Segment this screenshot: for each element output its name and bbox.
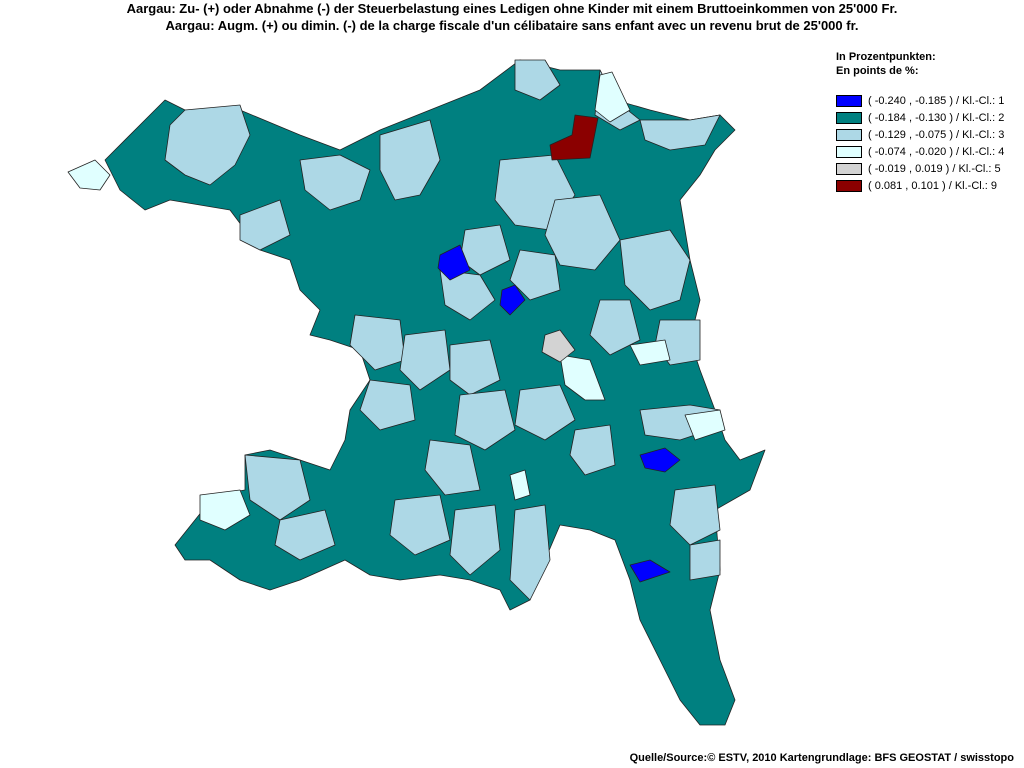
municipality-region	[239, 199, 291, 251]
municipality-region	[569, 424, 616, 476]
municipality-region	[359, 379, 416, 431]
municipality-region	[199, 489, 251, 531]
class-3-municipalities	[164, 59, 721, 601]
class-4-municipalities	[67, 71, 726, 531]
municipality-region	[449, 339, 501, 396]
legend-item-class-3: ( -0.129 , -0.075 ) / Kl.-Cl.: 3	[836, 126, 1004, 143]
municipality-region	[454, 389, 516, 451]
municipality-region	[379, 119, 441, 201]
municipality-region	[509, 469, 531, 501]
map-title: Aargau: Zu- (+) oder Abnahme (-) der Ste…	[0, 0, 1024, 34]
municipality-region	[639, 114, 721, 151]
municipality-region	[349, 314, 406, 371]
municipality-region	[639, 447, 681, 473]
municipality-region	[399, 329, 451, 391]
legend-label: ( -0.240 , -0.185 ) / Kl.-Cl.: 1	[868, 94, 1005, 107]
municipality-region	[509, 504, 551, 601]
legend-swatch	[836, 162, 862, 175]
municipality-region	[544, 194, 621, 271]
legend-swatch	[836, 94, 862, 107]
legend-label: ( -0.019 , 0.019 ) / Kl.-Cl.: 5	[868, 162, 1001, 175]
legend-item-class-2: ( -0.184 , -0.130 ) / Kl.-Cl.: 2	[836, 109, 1004, 126]
municipality-region	[274, 509, 336, 561]
legend-swatch	[836, 145, 862, 158]
municipality-region	[244, 454, 311, 521]
municipality-region	[424, 439, 481, 496]
municipality-region	[549, 114, 599, 161]
legend-label: ( 0.081 , 0.101 ) / Kl.-Cl.: 9	[868, 179, 998, 192]
legend-label: ( -0.074 , -0.020 ) / Kl.-Cl.: 4	[868, 145, 1005, 158]
municipality-region	[514, 59, 561, 101]
legend-item-class-5: ( -0.019 , 0.019 ) / Kl.-Cl.: 5	[836, 160, 1004, 177]
municipality-region	[559, 354, 606, 401]
legend-label: ( -0.184 , -0.130 ) / Kl.-Cl.: 2	[868, 111, 1005, 124]
legend: In Prozentpunkten: En points de %: ( -0.…	[836, 50, 1004, 194]
legend-swatch	[836, 111, 862, 124]
municipality-region	[437, 244, 471, 281]
class-9-municipalities	[549, 114, 599, 161]
legend-item-class-1: ( -0.240 , -0.185 ) / Kl.-Cl.: 1	[836, 92, 1004, 109]
municipality-region	[629, 559, 671, 583]
municipality-region	[67, 159, 111, 191]
legend-item-class-9: ( 0.081 , 0.101 ) / Kl.-Cl.: 9	[836, 177, 1004, 194]
municipality-region	[439, 269, 496, 321]
municipality-region	[509, 249, 561, 301]
municipality-region	[164, 104, 251, 186]
legend-items: ( -0.240 , -0.185 ) / Kl.-Cl.: 1 ( -0.18…	[836, 92, 1004, 194]
legend-swatch	[836, 179, 862, 192]
municipality-region	[449, 504, 501, 576]
source-credit: Quelle/Source:© ESTV, 2010 Kartengrundla…	[629, 752, 1014, 764]
municipality-region	[589, 299, 641, 356]
municipality-region	[299, 154, 371, 211]
municipality-region	[629, 339, 671, 366]
municipality-region	[514, 384, 576, 441]
legend-label: ( -0.129 , -0.075 ) / Kl.-Cl.: 3	[868, 128, 1005, 141]
class-5-municipalities	[541, 329, 576, 363]
legend-item-class-4: ( -0.074 , -0.020 ) / Kl.-Cl.: 4	[836, 143, 1004, 160]
legend-heading-german: In Prozentpunkten:	[836, 51, 936, 63]
municipality-region	[684, 409, 726, 441]
municipality-region	[619, 229, 691, 311]
legend-heading-french: En points de %:	[836, 65, 919, 77]
municipality-region	[499, 284, 526, 316]
title-french: Aargau: Augm. (+) ou dimin. (-) de la ch…	[165, 18, 859, 33]
title-german: Aargau: Zu- (+) oder Abnahme (-) der Ste…	[126, 1, 898, 16]
class-1-municipalities	[437, 244, 681, 583]
municipality-region	[594, 71, 631, 123]
municipality-region	[541, 329, 576, 363]
municipality-region	[389, 494, 451, 556]
municipality-region	[689, 539, 721, 581]
municipality-region	[669, 484, 721, 546]
legend-swatch	[836, 128, 862, 141]
